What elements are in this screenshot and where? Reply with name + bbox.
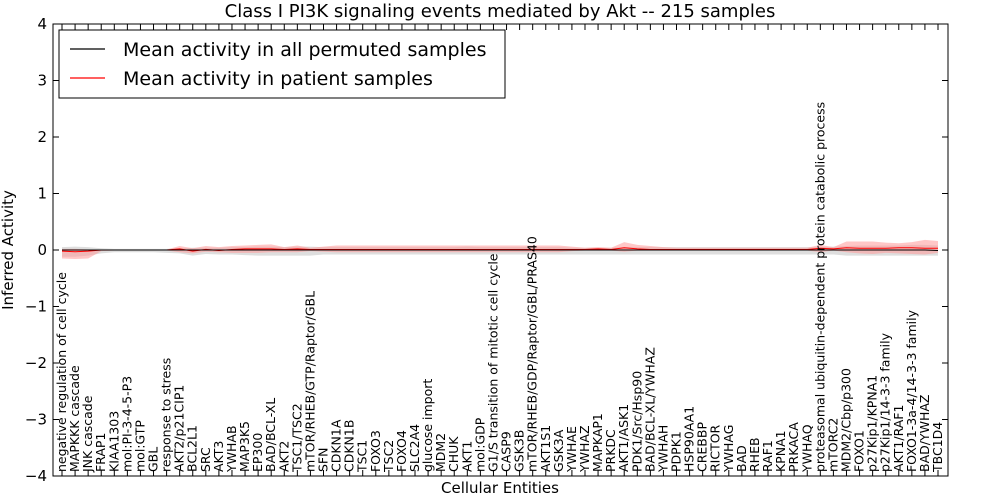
legend-permuted-label: Mean activity in all permuted samples	[123, 39, 486, 61]
x-tick-label: G1/S transition of mitotic cell cycle	[485, 253, 500, 472]
x-tick-label: TSC1	[355, 440, 370, 473]
x-tick-label: TBC1D4	[930, 422, 945, 473]
x-tick-label: MAPKAP1	[590, 413, 605, 472]
y-tick-label: −2	[25, 354, 47, 372]
x-tick-label: FOXO1-3a-4/14-3-3 family	[904, 309, 919, 472]
x-tick-label: CREBBP	[695, 422, 710, 472]
x-tick-label: GSK3B	[512, 430, 527, 472]
y-tick-label: 1	[37, 185, 47, 203]
x-tick-label: FRAP1	[93, 433, 108, 472]
x-tick-label: FOXO4	[394, 430, 409, 472]
y-tick-label: 0	[37, 241, 47, 259]
x-tick-label: MDM2	[433, 433, 448, 472]
y-tick-label: −1	[25, 298, 47, 316]
x-tick-label: SRC	[198, 447, 213, 472]
x-tick-label: AKT1/ASK1	[616, 404, 631, 472]
x-tick-label: CHUK	[446, 436, 461, 472]
x-tick-label: RAF1	[760, 440, 775, 472]
x-tick-label: AKT2/p21CIP1	[172, 385, 187, 472]
x-tick-label: AKT1/RAF1	[891, 405, 906, 472]
x-tick-label: PRKDC	[603, 429, 618, 472]
x-tick-label: TSC2	[381, 440, 396, 473]
legend-patient-label: Mean activity in patient samples	[123, 68, 433, 90]
x-tick-label: KIAA1303	[106, 411, 121, 472]
x-tick-label: CASP9	[499, 431, 514, 472]
y-tick-label: 4	[37, 15, 47, 33]
x-tick-label: CDKN1A	[329, 419, 344, 472]
x-tick-label: response to stress	[159, 358, 174, 472]
y-axis-label: Inferred Activity	[0, 190, 17, 310]
x-tick-label: SLC2A4	[407, 424, 422, 472]
x-tick-label: PDK1/Src/Hsp90	[629, 371, 644, 472]
y-tick-label: 2	[37, 128, 47, 146]
x-tick-label: FOXO1	[852, 430, 867, 472]
x-tick-label: mol:PI-3-4-5-P3	[119, 376, 134, 472]
x-tick-label: p27Kip1/KPNA1	[865, 375, 880, 472]
x-tick-label: MAP3K5	[237, 421, 252, 472]
x-tick-label: RHEB	[747, 437, 762, 472]
x-tick-label: TSC1/TSC2	[289, 403, 304, 473]
x-tick-label: BAD/BCL-XL/YWHAZ	[642, 347, 657, 472]
x-tick-label: AKT1	[459, 441, 474, 472]
y-tick-label: −4	[25, 467, 47, 485]
x-tick-label: AKT3	[211, 441, 226, 472]
x-tick-label: YWHAE	[564, 426, 579, 473]
permuted-mean-line	[62, 249, 939, 252]
x-tick-label: CDKN1B	[342, 420, 357, 472]
x-tick-label: BAD	[734, 445, 749, 472]
x-tick-label: mTOR/RHEB/GDP/Raptor/GBL/PRAS40	[525, 236, 540, 472]
legend-box	[58, 29, 506, 99]
y-tick-label: −3	[25, 411, 47, 429]
x-tick-label: BCL2L1	[185, 425, 200, 472]
y-tick-label: 3	[37, 72, 47, 90]
x-tick-label: mTORC2	[825, 418, 840, 472]
x-tick-label: MAPKKK cascade	[67, 365, 82, 472]
x-tick-label: JNK cascade	[80, 395, 95, 473]
x-tick-label: mol:GDP	[472, 417, 487, 472]
x-tick-label: YWHAQ	[799, 424, 814, 473]
x-tick-label: FOXO3	[368, 430, 383, 472]
x-tick-label: KPNA1	[773, 430, 788, 472]
x-tick-label: proteasomal ubiquitin-dependent protein …	[812, 102, 827, 472]
x-tick-label: SFN	[315, 448, 330, 472]
x-tick-label: YWHAZ	[577, 425, 592, 473]
x-tick-label: PRKACA	[786, 422, 801, 472]
x-tick-label: glucose import	[420, 379, 435, 472]
x-tick-label: YWHAG	[721, 425, 736, 473]
x-tick-label: mol:GTP	[132, 420, 147, 472]
x-tick-label: YWHAH	[655, 425, 670, 473]
x-tick-label: BAD/YWHAZ	[917, 395, 932, 472]
x-tick-label: AKT2	[276, 441, 291, 472]
x-tick-label: MDM2/Cbp/p300	[838, 368, 853, 472]
x-tick-label: negative regulation of cell cycle	[54, 272, 69, 472]
x-tick-label: HSP90AA1	[682, 406, 697, 472]
x-tick-label: GSK3A	[551, 429, 566, 472]
legend: Mean activity in all permuted samples Me…	[58, 29, 506, 99]
x-tick-label: AKT1S1	[538, 425, 553, 472]
x-tick-label: PDPK1	[669, 431, 684, 472]
x-tick-label: EP300	[250, 433, 265, 472]
x-axis-label: Cellular Entities	[441, 479, 559, 497]
x-tick-label: YWHAB	[224, 425, 239, 473]
x-tick-label: RICTOR	[708, 424, 723, 472]
x-tick-label: p27Kip1/14-3-3 family	[878, 332, 893, 472]
x-tick-label: BAD/BCL-XL	[263, 398, 278, 472]
chart-title: Class I PI3K signaling events mediated b…	[225, 1, 776, 22]
x-tick-label: GBL	[146, 447, 161, 472]
x-tick-label: mTOR/RHEB/GTP/Raptor/GBL	[302, 291, 317, 472]
